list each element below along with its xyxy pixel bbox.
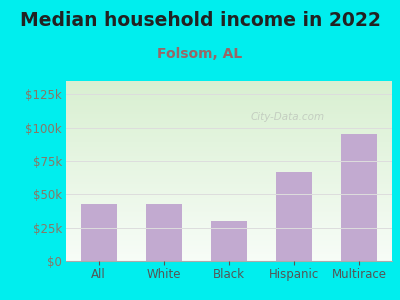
Bar — [211, 221, 247, 261]
Bar — [81, 204, 116, 261]
Text: Median household income in 2022: Median household income in 2022 — [20, 11, 380, 29]
Bar — [276, 172, 312, 261]
Text: Folsom, AL: Folsom, AL — [157, 46, 243, 61]
Bar — [342, 134, 377, 261]
Bar — [146, 204, 182, 261]
Text: City-Data.com: City-Data.com — [251, 112, 325, 122]
